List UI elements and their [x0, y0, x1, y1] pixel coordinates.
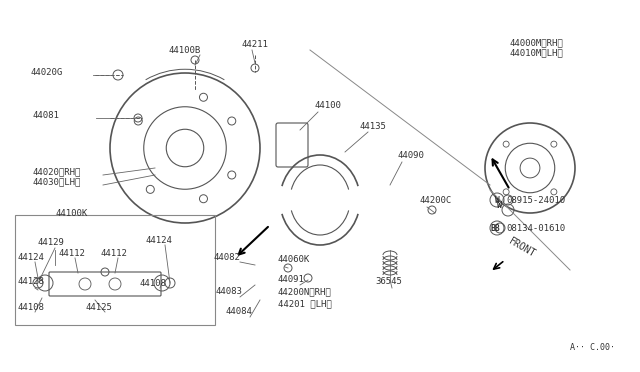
Text: 44091: 44091: [278, 276, 305, 285]
Text: 44100K: 44100K: [55, 208, 87, 218]
Text: 44124: 44124: [145, 235, 172, 244]
Text: 44083: 44083: [216, 288, 243, 296]
Text: W: W: [495, 196, 499, 205]
Text: 44020G: 44020G: [30, 67, 62, 77]
Text: A·· C.00·: A·· C.00·: [570, 343, 615, 352]
Text: 44060K: 44060K: [278, 256, 310, 264]
Text: 44128: 44128: [17, 278, 44, 286]
Text: 44112: 44112: [100, 248, 127, 257]
Text: 44100: 44100: [315, 100, 342, 109]
Text: 44084: 44084: [226, 308, 253, 317]
Text: 44129: 44129: [37, 237, 64, 247]
Text: 44081: 44081: [32, 110, 59, 119]
Text: 44108: 44108: [140, 279, 167, 288]
Text: B: B: [495, 224, 499, 232]
Text: B: B: [490, 224, 495, 232]
Text: 44090: 44090: [398, 151, 425, 160]
Text: 08134-01610: 08134-01610: [506, 224, 565, 232]
Text: FRONT: FRONT: [507, 235, 538, 259]
Text: 36545: 36545: [375, 278, 402, 286]
Text: 44100B: 44100B: [169, 45, 201, 55]
Text: 44030〈LH〉: 44030〈LH〉: [32, 177, 81, 186]
Text: 44201 〈LH〉: 44201 〈LH〉: [278, 299, 332, 308]
Text: 44020〈RH〉: 44020〈RH〉: [32, 167, 81, 176]
Text: 44200N〈RH〉: 44200N〈RH〉: [278, 288, 332, 296]
Text: 44125: 44125: [85, 304, 112, 312]
Text: 08915-24010: 08915-24010: [506, 196, 565, 205]
Text: 44010M〈LH〉: 44010M〈LH〉: [510, 48, 564, 58]
Text: W: W: [497, 201, 502, 209]
Text: 44200C: 44200C: [420, 196, 452, 205]
Text: 44000M〈RH〉: 44000M〈RH〉: [510, 38, 564, 48]
Text: 44124: 44124: [17, 253, 44, 263]
Text: 44108: 44108: [17, 304, 44, 312]
Text: 44112: 44112: [58, 248, 85, 257]
Bar: [15, 215, 215, 325]
Text: 44135: 44135: [360, 122, 387, 131]
Text: 44211: 44211: [242, 39, 269, 48]
Text: 44082: 44082: [213, 253, 240, 262]
